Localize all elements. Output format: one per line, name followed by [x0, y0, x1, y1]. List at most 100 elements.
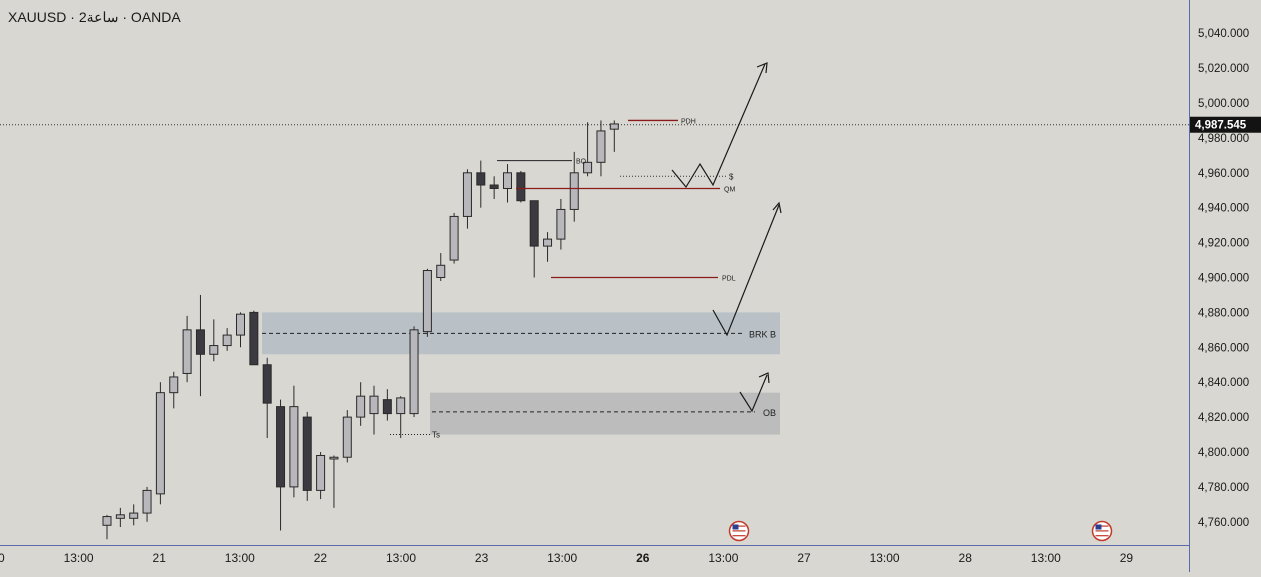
bull-candle	[449, 215, 459, 261]
time-axis-border	[0, 545, 1190, 546]
bull-candle	[142, 489, 152, 514]
flag-icon-canton	[732, 524, 739, 530]
bull-candle	[329, 456, 339, 460]
bull-candle	[462, 172, 472, 217]
bull-candle	[129, 512, 139, 519]
price-tick-label: 5,020.000	[1198, 63, 1249, 75]
bull-candle	[356, 395, 366, 418]
pdh-label: PDH	[681, 118, 696, 125]
time-tick-label: 28	[959, 551, 973, 565]
bull-candle	[102, 516, 112, 526]
bull-candle	[169, 376, 179, 394]
bull-candle	[316, 454, 326, 491]
time-tick-label: 13:00	[225, 551, 255, 565]
bull-candle	[569, 172, 579, 210]
time-tick-label: 0	[0, 551, 5, 565]
time-tick-label: 23	[475, 551, 489, 565]
time-tick-label: 13:00	[547, 551, 577, 565]
pdl-label: PDL	[722, 276, 736, 283]
flag-icon-stripe	[732, 532, 746, 534]
projection-path-low	[739, 374, 768, 413]
flag-icon-stripe	[1095, 532, 1109, 534]
bull-candle	[543, 238, 553, 247]
time-tick-label: 13:00	[870, 551, 900, 565]
flag-icon-stripe	[1095, 525, 1109, 527]
ob-label: OB	[763, 408, 776, 418]
bear-candle	[476, 172, 486, 186]
bear-candle	[382, 399, 392, 415]
legend-separator-2: ·	[118, 9, 131, 25]
flag-icon-stripe	[732, 530, 746, 532]
price-tick-label: 4,960.000	[1198, 168, 1249, 180]
brk-b-label: BRK B	[749, 329, 776, 339]
interval-label: 2ساعة	[78, 9, 119, 25]
liquidity-label: $	[729, 172, 734, 181]
bull-candle	[422, 270, 432, 333]
us-event-flag-icon	[1091, 520, 1113, 542]
bull-candle	[503, 172, 512, 190]
price-tick-label: 4,980.000	[1198, 133, 1249, 145]
bull-candle	[409, 329, 419, 415]
flag-icon-canton	[1095, 524, 1102, 530]
bear-candle	[489, 184, 499, 190]
bull-candle	[436, 264, 446, 279]
bear-candle	[529, 200, 539, 247]
bull-candle	[583, 161, 593, 174]
bear-candle	[195, 329, 205, 355]
flag-icon-stripe	[1095, 535, 1109, 537]
bull-candle	[222, 334, 232, 347]
bull-candle	[369, 395, 379, 415]
arrow-head-top	[756, 62, 768, 74]
price-axis[interactable]: 5,040.000 5,020.000 5,000.000 4,980.000 4,96…	[1190, 0, 1261, 572]
bull-candle	[236, 313, 245, 336]
time-tick-label: 13:00	[708, 551, 738, 565]
bear-candle	[262, 364, 272, 404]
flag-icon-stripe	[732, 527, 746, 530]
arrow-head-low	[758, 372, 770, 384]
projection-path-top	[671, 63, 766, 189]
price-tick-label: 4,900.000	[1198, 273, 1249, 285]
price-axis-border	[1189, 0, 1190, 572]
price-tick-label: 4,780.000	[1198, 482, 1249, 494]
time-tick-label: 13:00	[386, 551, 416, 565]
bull-candle	[209, 345, 219, 355]
time-axis[interactable]: 0 13:00 21 13:00 22 13:00 23 13:00 26 13:00 27 13:0…	[0, 545, 1190, 572]
time-tick-label: 29	[1120, 551, 1134, 565]
time-tick-label: 22	[314, 551, 328, 565]
bear-candle	[249, 311, 259, 366]
projection-path-mid	[712, 204, 780, 337]
symbol-name: XAUUSD	[8, 9, 67, 25]
symbol-legend[interactable]: XAUUSD · 2ساعة · OANDA	[8, 9, 181, 26]
last-price-badge	[1190, 116, 1261, 133]
chart-plot-area[interactable]: BRK B OB Ts PDH BO $ QM PDL	[0, 0, 1190, 545]
time-tick-label: 26	[636, 551, 650, 565]
bull-candle	[182, 329, 192, 374]
bull-candle	[115, 514, 125, 519]
time-tick-label: 13:00	[64, 551, 94, 565]
flag-icon-stripe	[732, 525, 746, 527]
candlestick-chart[interactable]: BRK B OB Ts PDH BO $ QM PDL	[0, 0, 1190, 545]
price-tick-label: 5,040.000	[1198, 28, 1249, 40]
price-tick-label: 4,940.000	[1198, 203, 1249, 215]
price-tick-label: 4,800.000	[1198, 447, 1249, 459]
zone-ob	[430, 392, 780, 435]
price-tick-label: 4,840.000	[1198, 377, 1249, 389]
time-tick-label: 27	[797, 551, 811, 565]
price-tick-label: 5,000.000	[1198, 98, 1249, 110]
bull-candle	[556, 208, 566, 240]
time-tick-label: 13:00	[1031, 551, 1061, 565]
bear-candle	[276, 406, 286, 488]
time-axis-svg: 0 13:00 21 13:00 22 13:00 23 13:00 26 13:00 27 13:0…	[0, 551, 1134, 565]
price-tick-label: 4,760.000	[1198, 517, 1249, 529]
broker-name: OANDA	[130, 9, 181, 25]
bull-candle	[596, 130, 606, 163]
qm-label: QM	[724, 187, 735, 194]
bear-candle	[516, 172, 526, 202]
last-price-label: 4,987.545	[1195, 120, 1247, 132]
arrow-head-mid	[772, 201, 782, 214]
flag-icon-stripe	[1095, 530, 1109, 532]
bear-candle	[302, 416, 312, 491]
price-tick-label: 4,860.000	[1198, 342, 1249, 354]
bo-label: BO	[576, 159, 587, 166]
time-tick-label: 21	[153, 551, 167, 565]
